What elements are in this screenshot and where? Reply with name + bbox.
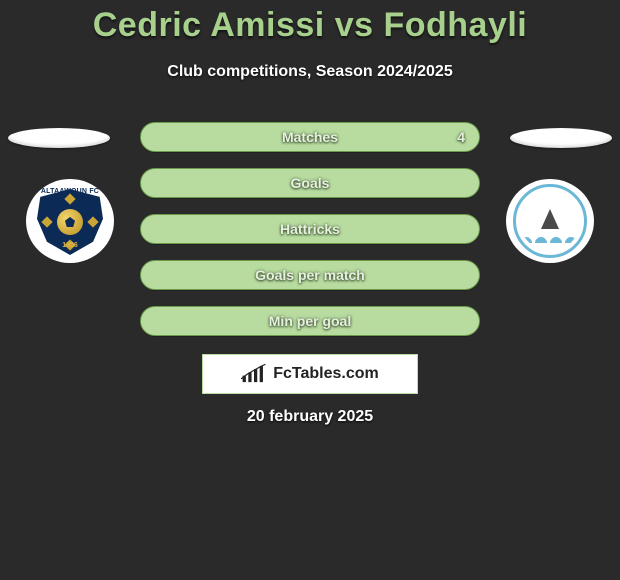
team-badge-right bbox=[500, 178, 600, 264]
comparison-date: 20 february 2025 bbox=[247, 408, 373, 426]
stat-row-goals: Goals bbox=[140, 168, 480, 198]
stat-right-value: 4 bbox=[457, 129, 465, 145]
team-badge-left: ALTAAWOUN FC 1956 bbox=[20, 178, 120, 264]
player-left-ellipse bbox=[8, 128, 110, 148]
crest-right bbox=[506, 179, 594, 263]
stat-label: Min per goal bbox=[269, 313, 351, 329]
stat-label: Matches bbox=[282, 129, 338, 145]
player-right-ellipse bbox=[510, 128, 612, 148]
crest-left-year: 1956 bbox=[62, 242, 78, 249]
stat-row-hattricks: Hattricks bbox=[140, 214, 480, 244]
page-title: Cedric Amissi vs Fodhayli bbox=[0, 0, 620, 45]
stat-label: Goals bbox=[291, 175, 330, 191]
wave-icon bbox=[520, 229, 580, 243]
stat-row-matches: Matches 4 bbox=[140, 122, 480, 152]
soccer-ball-icon bbox=[57, 209, 83, 235]
fctables-logo[interactable]: FcTables.com bbox=[202, 354, 418, 394]
fctables-text: FcTables.com bbox=[273, 365, 379, 383]
stat-row-gpm: Goals per match bbox=[140, 260, 480, 290]
stat-row-mpg: Min per goal bbox=[140, 306, 480, 336]
boat-icon bbox=[541, 209, 559, 229]
stats-column: Matches 4 Goals Hattricks Goals per matc… bbox=[140, 122, 480, 352]
bar-chart-icon bbox=[241, 363, 267, 385]
crest-left: ALTAAWOUN FC 1956 bbox=[26, 179, 114, 263]
stat-label: Goals per match bbox=[255, 267, 365, 283]
stat-label: Hattricks bbox=[280, 221, 340, 237]
page-subtitle: Club competitions, Season 2024/2025 bbox=[0, 63, 620, 81]
